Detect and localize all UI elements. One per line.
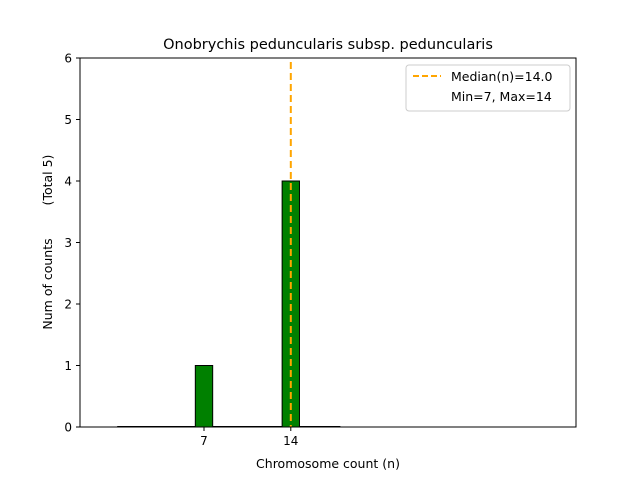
y-tick-label: 4: [64, 175, 72, 189]
y-tick-label: 3: [64, 236, 72, 250]
y-tick-label: 2: [64, 298, 72, 312]
y-tick-label: 6: [64, 52, 72, 66]
chart-title: Onobrychis peduncularis subsp. peduncula…: [163, 37, 493, 53]
y-axis-label-total: (Total 5): [40, 155, 55, 206]
y-ticks: 0 1 2 3 4 5 6: [64, 52, 80, 435]
x-ticks: 7 14: [200, 427, 298, 448]
y-tick-label: 1: [64, 359, 72, 373]
y-tick-label: 5: [64, 113, 72, 127]
plot-area: 7 14 0 1 2 3 4 5 6: [64, 52, 577, 448]
legend-minmax-label: Min=7, Max=14: [451, 89, 552, 104]
legend-median-label: Median(n)=14.0: [451, 69, 552, 84]
y-tick-label: 0: [64, 421, 72, 435]
legend: Median(n)=14.0 Min=7, Max=14: [405, 64, 571, 112]
legend-box: [405, 64, 571, 112]
x-tick-label: 7: [200, 434, 208, 448]
y-axis-label: Num of counts: [40, 238, 55, 329]
x-axis-label: Chromosome count (n): [256, 456, 400, 471]
bar: [194, 365, 214, 428]
x-tick-label: 14: [283, 434, 298, 448]
